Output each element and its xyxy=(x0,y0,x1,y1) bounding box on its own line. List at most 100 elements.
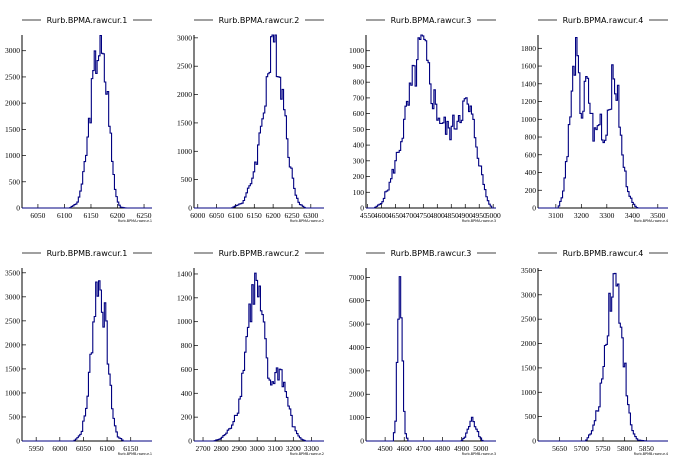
chart-title: Rurb.BPMA.rawcur.2 xyxy=(219,16,300,25)
y-tick-label: 800 xyxy=(525,133,537,142)
y-tick-label: 900 xyxy=(353,62,365,71)
histogram-panel-5: Rurb.BPMB.rawcur.1 0 500 1000 1500 2000 2500 30… xyxy=(5,249,152,456)
histogram-line xyxy=(22,280,152,442)
x-tick-label: 6150 xyxy=(83,211,98,220)
x-tick-label: 3300 xyxy=(304,444,319,453)
x-tick-label: 3300 xyxy=(599,211,614,220)
chart-title: Rurb.BPMB.rawcur.3 xyxy=(391,249,472,258)
x-tick-label: 6250 xyxy=(284,211,299,220)
histogram-panel-8: Rurb.BPMB.rawcur.4 0 500 1000 1500 2000 2500 30… xyxy=(521,249,668,456)
x-tick-label: 5850 xyxy=(639,444,654,453)
y-tick-label: 3000 xyxy=(349,366,364,375)
y-tick-label: 1000 xyxy=(349,46,364,55)
chart-title: Rurb.BPMA.rawcur.1 xyxy=(47,16,128,25)
x-axis-title: Rurb.BPMA.rawcur.1 xyxy=(118,219,152,223)
y-tick-label: 400 xyxy=(525,168,537,177)
x-tick-label: 4900 xyxy=(454,444,469,453)
y-tick-label: 1500 xyxy=(5,364,20,373)
y-tick-label: 3000 xyxy=(177,33,192,42)
y-tick-label: 1500 xyxy=(5,125,20,134)
x-tick-label: 6100 xyxy=(57,211,72,220)
x-tick-label: 3200 xyxy=(286,444,301,453)
chart-title: Rurb.BPMB.rawcur.1 xyxy=(47,249,128,258)
x-tick-label: 5000 xyxy=(486,211,501,220)
y-tick-label: 800 xyxy=(353,78,365,87)
y-tick-label: 1600 xyxy=(521,62,536,71)
histogram-line xyxy=(194,272,324,442)
y-tick-label: 2500 xyxy=(5,316,20,325)
y-tick-label: 0 xyxy=(16,204,20,213)
y-tick-label: 2000 xyxy=(5,99,20,108)
x-tick-label: 5650 xyxy=(552,444,567,453)
histogram-line xyxy=(538,272,668,442)
x-tick-label: 6300 xyxy=(303,211,318,220)
y-tick-label: 2000 xyxy=(521,339,536,348)
y-tick-label: 1000 xyxy=(521,388,536,397)
x-tick-label: 5800 xyxy=(617,444,632,453)
y-tick-label: 0 xyxy=(532,437,536,446)
x-tick-label: 6250 xyxy=(137,211,152,220)
y-tick-label: 2000 xyxy=(349,390,364,399)
y-tick-label: 3000 xyxy=(5,292,20,301)
x-tick-label: 4600 xyxy=(374,211,389,220)
x-axis-title: Rurb.BPMB.rawcur.1 xyxy=(118,452,152,456)
histogram-panel-1: Rurb.BPMA.rawcur.1 0 500 1000 1500 2000 2500 30… xyxy=(5,16,152,223)
y-tick-label: 3000 xyxy=(5,46,20,55)
x-axis-title: Rurb.BPMB.rawcur.4 xyxy=(634,452,668,456)
y-tick-label: 500 xyxy=(353,125,365,134)
chart-title: Rurb.BPMB.rawcur.2 xyxy=(219,249,300,258)
x-tick-label: 2800 xyxy=(214,444,229,453)
y-tick-label: 5000 xyxy=(349,320,364,329)
y-tick-label: 1000 xyxy=(349,413,364,422)
x-tick-label: 4900 xyxy=(458,211,473,220)
y-tick-label: 500 xyxy=(181,175,193,184)
x-tick-label: 6150 xyxy=(123,444,138,453)
y-tick-label: 500 xyxy=(9,412,21,421)
y-tick-label: 0 xyxy=(188,437,192,446)
y-tick-label: 1400 xyxy=(521,79,536,88)
x-axis-title: Rurb.BPMA.rawcur.3 xyxy=(462,219,496,223)
x-tick-label: 3100 xyxy=(548,211,563,220)
x-axis-title: Rurb.BPMA.rawcur.4 xyxy=(634,219,668,223)
y-tick-label: 0 xyxy=(360,437,364,446)
histogram-line xyxy=(366,276,496,442)
histogram-panel-4: Rurb.BPMA.rawcur.4 0 200 400 600 800 1000 1200 1… xyxy=(521,16,668,223)
x-tick-label: 5950 xyxy=(29,444,44,453)
y-tick-label: 2000 xyxy=(5,340,20,349)
x-tick-label: 6150 xyxy=(247,211,262,220)
y-tick-label: 400 xyxy=(181,389,193,398)
y-tick-label: 0 xyxy=(16,437,20,446)
y-tick-label: 2500 xyxy=(5,72,20,81)
x-tick-label: 6050 xyxy=(209,211,224,220)
x-tick-label: 6100 xyxy=(228,211,243,220)
histogram-line xyxy=(366,34,496,209)
x-tick-label: 5700 xyxy=(574,444,589,453)
y-tick-label: 3000 xyxy=(521,290,536,299)
y-tick-label: 1200 xyxy=(521,97,536,106)
y-tick-label: 1000 xyxy=(5,151,20,160)
x-axis-title: Rurb.BPMB.rawcur.3 xyxy=(462,452,496,456)
x-tick-label: 3100 xyxy=(268,444,283,453)
x-tick-label: 6000 xyxy=(190,211,205,220)
y-tick-label: 400 xyxy=(353,141,365,150)
y-tick-label: 600 xyxy=(181,365,193,374)
x-tick-label: 4850 xyxy=(444,211,459,220)
histogram-line xyxy=(538,36,668,209)
y-tick-label: 2000 xyxy=(177,90,192,99)
chart-title: Rurb.BPMA.rawcur.3 xyxy=(391,16,472,25)
y-tick-label: 2500 xyxy=(521,315,536,324)
x-tick-label: 5000 xyxy=(473,444,488,453)
y-tick-label: 1800 xyxy=(521,44,536,53)
y-tick-label: 700 xyxy=(353,93,365,102)
chart-title: Rurb.BPMA.rawcur.4 xyxy=(563,16,644,25)
y-tick-label: 7000 xyxy=(349,273,364,282)
y-tick-label: 500 xyxy=(525,412,537,421)
y-tick-label: 0 xyxy=(532,204,536,213)
y-tick-label: 600 xyxy=(525,150,537,159)
histogram-panel-7: Rurb.BPMB.rawcur.3 0 1000 2000 3000 4000 5000 6… xyxy=(349,249,496,456)
x-tick-label: 2900 xyxy=(232,444,247,453)
x-tick-label: 4750 xyxy=(416,211,431,220)
y-tick-label: 1000 xyxy=(177,147,192,156)
y-tick-label: 200 xyxy=(525,186,537,195)
y-tick-label: 1000 xyxy=(177,317,192,326)
